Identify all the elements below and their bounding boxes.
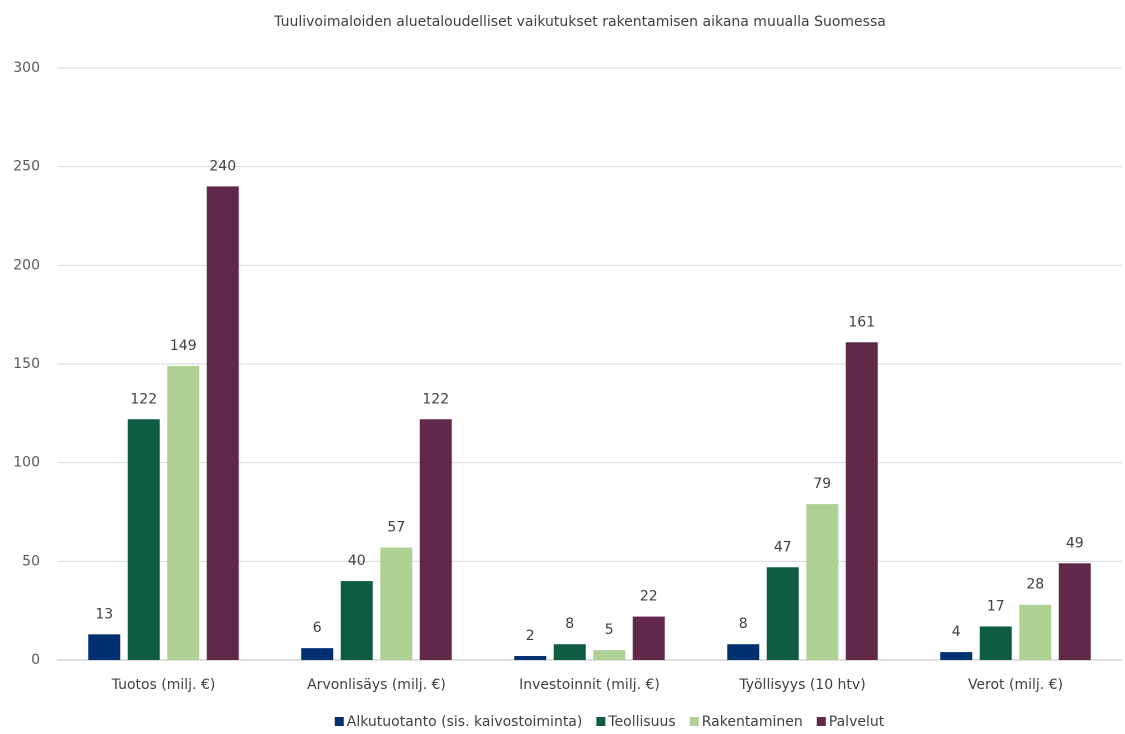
x-tick-label: Investoinnit (milj. €) bbox=[519, 677, 660, 693]
bar bbox=[1019, 604, 1052, 660]
bar bbox=[766, 567, 799, 660]
bar bbox=[340, 581, 373, 660]
bar bbox=[206, 186, 239, 660]
bar bbox=[979, 626, 1012, 660]
data-label: 79 bbox=[813, 476, 831, 492]
legend-label: Teollisuus bbox=[607, 714, 675, 730]
legend-swatch bbox=[596, 717, 606, 726]
data-label: 17 bbox=[987, 598, 1005, 614]
data-label: 6 bbox=[313, 620, 322, 636]
legend-swatch bbox=[334, 717, 344, 726]
bar bbox=[419, 419, 452, 660]
data-label: 149 bbox=[170, 338, 197, 354]
y-tick-label: 50 bbox=[22, 553, 40, 569]
data-label: 47 bbox=[774, 539, 792, 555]
chart-title: Tuulivoimaloiden aluetaloudelliset vaiku… bbox=[273, 14, 886, 30]
y-tick-label: 0 bbox=[31, 652, 40, 668]
x-tick-label: Verot (milj. €) bbox=[968, 677, 1063, 693]
data-label: 22 bbox=[640, 589, 658, 605]
data-label: 122 bbox=[422, 391, 449, 407]
x-tick-label: Työllisyys (10 htv) bbox=[738, 677, 865, 693]
data-label: 40 bbox=[348, 553, 366, 569]
bar bbox=[727, 644, 760, 660]
data-label: 2 bbox=[526, 628, 535, 644]
legend-label: Rakentaminen bbox=[702, 714, 803, 730]
y-tick-label: 200 bbox=[13, 257, 40, 273]
legend-swatch bbox=[816, 717, 826, 726]
y-tick-label: 100 bbox=[13, 455, 40, 471]
bar bbox=[593, 650, 626, 660]
legend-label: Palvelut bbox=[829, 714, 885, 730]
bar bbox=[632, 616, 665, 660]
data-label: 122 bbox=[130, 391, 157, 407]
bar bbox=[806, 504, 839, 660]
bar bbox=[88, 634, 121, 660]
data-label: 13 bbox=[95, 606, 113, 622]
legend-label: Alkutuotanto (sis. kaivostoiminta) bbox=[347, 714, 583, 730]
data-label: 49 bbox=[1066, 535, 1084, 551]
legend-swatch bbox=[689, 717, 699, 726]
data-label: 57 bbox=[387, 520, 405, 536]
y-tick-label: 250 bbox=[13, 159, 40, 175]
bar bbox=[1058, 563, 1091, 660]
bar bbox=[940, 652, 973, 660]
bar bbox=[301, 648, 334, 660]
bar bbox=[167, 365, 200, 660]
y-tick-label: 150 bbox=[13, 356, 40, 372]
y-tick-label: 300 bbox=[13, 60, 40, 76]
data-label: 8 bbox=[739, 616, 748, 632]
data-label: 4 bbox=[952, 624, 961, 640]
data-label: 8 bbox=[565, 616, 574, 632]
x-tick-label: Arvonlisäys (milj. €) bbox=[307, 677, 446, 693]
bar bbox=[845, 342, 878, 660]
data-label: 240 bbox=[209, 158, 236, 174]
bar bbox=[553, 644, 586, 660]
bar bbox=[127, 419, 160, 660]
data-label: 28 bbox=[1026, 577, 1044, 593]
x-tick-label: Tuotos (milj. €) bbox=[111, 677, 216, 693]
data-label: 5 bbox=[605, 622, 614, 638]
bar bbox=[380, 547, 413, 660]
data-label: 161 bbox=[848, 314, 875, 330]
bar bbox=[514, 656, 547, 660]
